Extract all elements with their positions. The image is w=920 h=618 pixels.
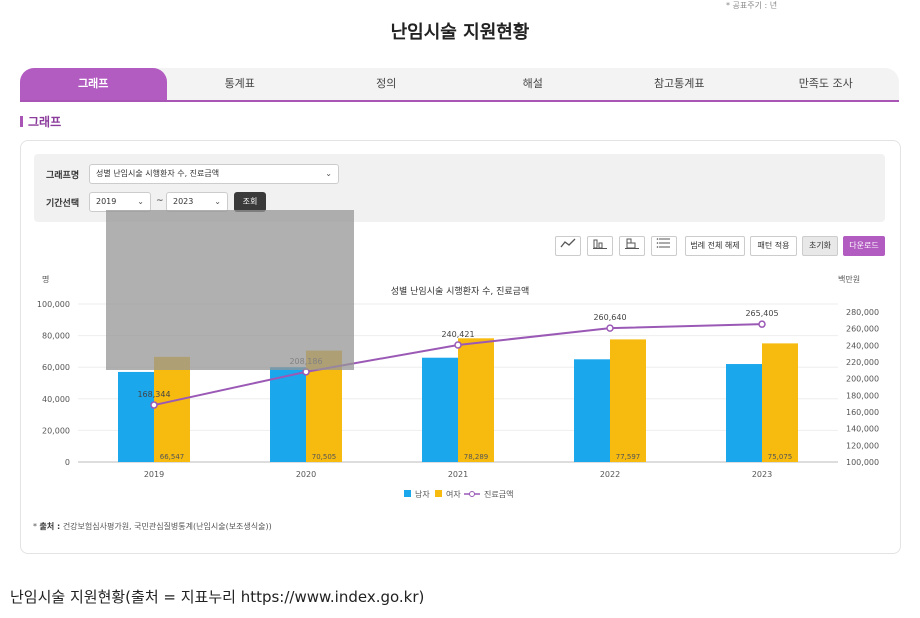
y-right-tick-label: 180,000 [846, 391, 879, 400]
x-tick-label: 2021 [448, 470, 468, 479]
bar-male [574, 359, 610, 462]
bar-female [458, 338, 494, 462]
cost-point [758, 320, 766, 328]
legend-swatch-female [435, 490, 442, 497]
legend-toggle-button[interactable]: 범례 전체 해제 [685, 236, 745, 256]
list-icon[interactable] [651, 236, 677, 256]
reset-button[interactable]: 초기화 [802, 236, 838, 256]
cost-value-label: 240,421 [441, 330, 474, 339]
right-axis-unit: 백만원 [838, 274, 860, 284]
publication-cycle-note: * 공표주기 : 년 [726, 1, 778, 10]
bar-female [762, 343, 798, 462]
legend-swatch-male [404, 490, 411, 497]
bar-female-value-label: 78,289 [464, 453, 489, 461]
section-heading-text: 그래프 [28, 115, 62, 129]
legend-label-male: 남자 [415, 490, 430, 499]
tab-stat-table[interactable]: 통계표 [224, 77, 255, 90]
y-left-tick-label: 60,000 [42, 363, 70, 372]
bar-male [270, 367, 306, 462]
y-left-tick-label: 20,000 [42, 426, 70, 435]
chevron-down-icon: ⌄ [137, 197, 144, 206]
section-heading: 그래프 [20, 113, 61, 130]
bar-male [118, 371, 154, 462]
cost-point [606, 324, 614, 332]
y-right-tick-label: 100,000 [846, 458, 879, 467]
y-left-tick-label: 100,000 [37, 300, 70, 309]
left-axis-unit: 명 [42, 274, 49, 284]
period-label: 기간선택 [46, 199, 80, 209]
tab-reference-table[interactable]: 참고통계표 [653, 77, 705, 90]
y-right-tick-label: 120,000 [846, 441, 879, 450]
cost-value-label: 168,344 [137, 390, 170, 399]
y-left-tick-label: 0 [65, 458, 70, 467]
download-button[interactable]: 다운로드 [843, 236, 885, 256]
y-right-tick-label: 200,000 [846, 375, 879, 384]
chart-title: 성별 난임시술 시행환자 수, 진료금액 [391, 285, 530, 297]
cost-point [454, 341, 462, 349]
legend-marker-cost [469, 491, 475, 497]
bar-male [422, 357, 458, 462]
x-tick-label: 2023 [752, 470, 772, 479]
y-right-tick-label: 160,000 [846, 408, 879, 417]
source-text: 건강보험심사평가원, 국민관심질병통계(난임시술(보조생식술)) [62, 522, 272, 531]
image-caption: 난임시술 지원현황(출처 = 지표누리 https://www.index.go… [10, 588, 425, 606]
chevron-down-icon: ⌄ [214, 197, 221, 206]
page-title: 난임시술 지원현황 [390, 22, 530, 43]
bar-chart-icon[interactable] [587, 236, 613, 256]
x-tick-label: 2022 [600, 470, 620, 479]
period-separator: ~ [156, 196, 164, 206]
tab-graph[interactable]: 그래프 [20, 68, 167, 100]
y-right-tick-label: 220,000 [846, 358, 879, 367]
line-chart-icon[interactable] [555, 236, 581, 256]
y-left-tick-label: 80,000 [42, 332, 70, 341]
bar-male [726, 364, 762, 462]
graph-name-select[interactable]: 성별 난임시술 시행환자 수, 진료금액 ⌄ [89, 164, 339, 184]
bar-female-value-label: 66,547 [160, 453, 185, 461]
bar-female-value-label: 75,075 [768, 453, 793, 461]
y-left-tick-label: 40,000 [42, 395, 70, 404]
y-right-tick-label: 260,000 [846, 325, 879, 334]
source-note: * 출처 : 건강보험심사평가원, 국민관심질병통계(난임시술(보조생식술)) [33, 522, 272, 531]
legend-label-cost: 진료금액 [484, 489, 513, 499]
bar-female [154, 356, 190, 462]
graph-name-label: 그래프명 [46, 171, 80, 181]
tab-satisfaction-survey[interactable]: 만족도 조사 [798, 77, 853, 90]
tab-commentary[interactable]: 해설 [522, 77, 543, 90]
tab-bar: 그래프 통계표 정의 해설 참고통계표 만족도 조사 [20, 68, 899, 102]
tab-definition[interactable]: 정의 [376, 77, 397, 90]
cost-point [150, 401, 158, 409]
x-tick-label: 2020 [296, 470, 316, 479]
legend-label-female: 여자 [446, 489, 461, 499]
cost-value-label: 265,405 [745, 309, 778, 318]
thumbnail-overlay [106, 210, 354, 370]
x-tick-label: 2019 [144, 470, 164, 479]
stacked-bar-icon[interactable] [619, 236, 645, 256]
bar-female-value-label: 77,597 [616, 453, 641, 461]
pattern-apply-button[interactable]: 패턴 적용 [750, 236, 797, 256]
bar-female-value-label: 70,505 [312, 453, 337, 461]
search-button[interactable]: 조회 [234, 192, 266, 212]
end-year-select[interactable]: 2023 ⌄ [166, 192, 228, 212]
bar-female [610, 339, 646, 462]
y-right-tick-label: 140,000 [846, 425, 879, 434]
source-label: 출처 : [39, 522, 61, 531]
y-right-tick-label: 280,000 [846, 308, 879, 317]
y-right-tick-label: 240,000 [846, 341, 879, 350]
chevron-down-icon: ⌄ [325, 169, 332, 178]
cost-value-label: 260,640 [593, 313, 626, 322]
